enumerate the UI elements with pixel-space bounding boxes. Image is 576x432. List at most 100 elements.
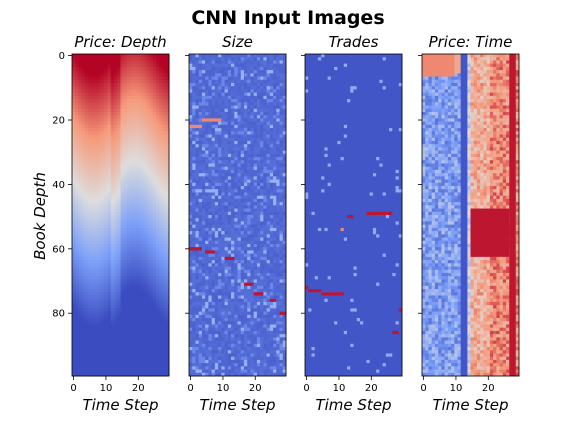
heatmap-cell	[162, 182, 167, 187]
heatmap-cell	[256, 147, 261, 151]
heatmap-cell	[88, 147, 92, 151]
heatmap-cell	[227, 115, 232, 119]
heatmap-cell	[165, 218, 170, 222]
heatmap-cell	[133, 318, 138, 322]
heatmap-cell	[117, 131, 121, 135]
heatmap-cell	[198, 240, 203, 245]
heatmap-cell	[237, 231, 242, 235]
heatmap-cell	[269, 108, 274, 113]
heatmap-cell	[162, 359, 167, 364]
heatmap-cell	[78, 253, 83, 258]
heatmap-cell	[88, 150, 92, 155]
heatmap-cell	[237, 263, 242, 267]
heatmap-cell	[72, 79, 76, 84]
heatmap-cell	[139, 240, 144, 245]
heatmap-cell	[149, 144, 154, 148]
heatmap-cell	[221, 140, 225, 145]
heatmap-cell	[104, 144, 108, 148]
heatmap-cell	[75, 350, 79, 354]
heatmap-cell	[208, 240, 213, 245]
heatmap-cell	[117, 95, 121, 100]
heatmap-cell	[136, 128, 141, 132]
heatmap-cell	[214, 237, 219, 242]
heatmap-cell	[234, 79, 238, 84]
heatmap-cell	[214, 86, 219, 90]
heatmap-cell	[189, 176, 193, 180]
heatmap-cell	[211, 192, 216, 197]
heatmap-cell	[195, 57, 200, 61]
heatmap-cell	[133, 321, 138, 325]
heatmap-cell	[117, 356, 121, 361]
heatmap-cell	[143, 295, 147, 300]
heatmap-cell	[117, 298, 121, 303]
heatmap-cell	[136, 134, 141, 139]
heatmap-cell	[152, 337, 157, 341]
heatmap-cell	[159, 134, 163, 139]
heatmap-cell	[214, 99, 219, 103]
heatmap-cell	[240, 121, 245, 126]
heatmap-cell	[136, 70, 141, 74]
heatmap-cell	[263, 215, 267, 219]
heatmap-cell	[260, 253, 264, 258]
heatmap-cell	[260, 54, 264, 58]
heatmap-cell	[162, 124, 167, 129]
heatmap-cell	[75, 292, 79, 296]
heatmap-cell	[211, 66, 216, 71]
heatmap-cell	[84, 54, 89, 58]
heatmap-cell	[139, 173, 144, 177]
heatmap-cell	[247, 76, 251, 81]
heatmap-cell	[192, 221, 196, 226]
heatmap-cell	[107, 79, 112, 84]
heatmap-cell	[159, 169, 163, 174]
heatmap-cell	[78, 121, 83, 126]
heatmap-cell	[139, 169, 144, 174]
heatmap-cell	[156, 205, 160, 209]
heatmap-cell	[159, 282, 163, 287]
heatmap-cell	[72, 95, 76, 100]
heatmap-cell	[224, 89, 229, 94]
heatmap-cell	[276, 192, 280, 197]
heatmap-cell	[227, 176, 232, 180]
heatmap-cell	[156, 224, 160, 229]
heatmap-cell	[117, 282, 121, 287]
heatmap-cell	[123, 54, 128, 58]
heatmap-cell	[117, 269, 121, 274]
heatmap-cell	[104, 205, 108, 209]
heatmap-cell	[104, 295, 108, 300]
heatmap-cell	[279, 189, 284, 193]
heatmap-cell	[136, 359, 141, 364]
heatmap-cell	[189, 256, 193, 261]
heatmap-cell	[123, 198, 128, 203]
heatmap-cell	[110, 266, 115, 271]
heatmap-cell	[273, 256, 277, 261]
heatmap-cell	[88, 330, 92, 335]
heatmap-cell	[208, 237, 213, 242]
heatmap-cell	[72, 144, 76, 148]
heatmap-cell	[88, 173, 92, 177]
heatmap-cell	[253, 263, 258, 267]
heatmap-cell	[159, 182, 163, 187]
heatmap-cell	[240, 260, 245, 264]
heatmap-cell	[279, 76, 284, 81]
heatmap-cell	[276, 54, 280, 58]
heatmap-cell	[97, 192, 102, 197]
heatmap-cell	[218, 134, 222, 139]
heatmap-cell	[81, 343, 86, 348]
heatmap-cell	[260, 160, 264, 164]
heatmap-cell	[237, 73, 242, 77]
heatmap-cell	[75, 337, 79, 341]
heatmap-cell	[279, 221, 284, 226]
heatmap-cell	[237, 208, 242, 213]
heatmap-cell	[107, 76, 112, 81]
heatmap-cell	[133, 337, 138, 341]
heatmap-cell	[205, 86, 209, 90]
heatmap-cell	[143, 134, 147, 139]
heatmap-cell	[214, 263, 219, 267]
heatmap-cell	[250, 215, 255, 219]
heatmap-cell	[136, 256, 141, 261]
heatmap-cell	[72, 54, 76, 58]
heatmap-cell	[247, 60, 251, 65]
heatmap-cell	[266, 234, 271, 238]
heatmap-cell	[152, 350, 157, 354]
heatmap-cell	[149, 243, 154, 248]
